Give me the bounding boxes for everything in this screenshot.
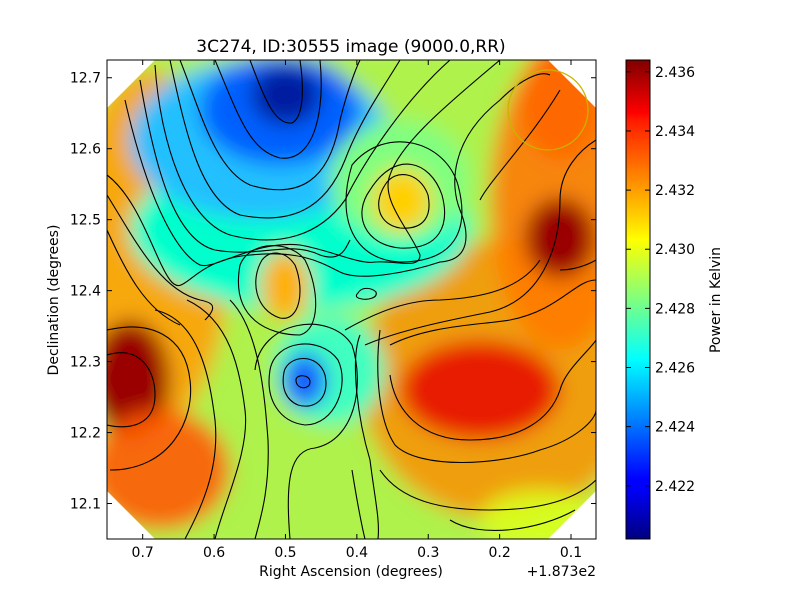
colorbar-tick-label: 2.424 bbox=[655, 420, 695, 436]
plot-area bbox=[107, 60, 596, 539]
x-tick-label: 0.3 bbox=[417, 545, 439, 561]
colorbar: 2.422 2.424 2.426 2.428 2.430 2.432 2.434 2.436… bbox=[625, 59, 724, 540]
y-tick-label: 12.3 bbox=[70, 355, 101, 371]
y-tick-label: 12.1 bbox=[70, 497, 101, 513]
colorbar-tick-label: 2.426 bbox=[655, 361, 695, 377]
plot-frame bbox=[106, 59, 597, 540]
x-tick-label: 0.5 bbox=[274, 545, 296, 561]
colorbar-ticks: 2.422 2.424 2.426 2.428 2.430 2.432 2.434 2.436 bbox=[626, 65, 695, 495]
beam-circle bbox=[507, 69, 589, 151]
colorbar-tick-label: 2.434 bbox=[655, 124, 695, 140]
colorbar-tick-label: 2.430 bbox=[655, 242, 695, 258]
x-tick-label: 0.2 bbox=[488, 545, 510, 561]
y-tick-label: 12.4 bbox=[70, 284, 101, 300]
x-tick-label: 0.6 bbox=[203, 545, 225, 561]
heatmap-field bbox=[107, 60, 596, 539]
x-tick-label: 0.4 bbox=[346, 545, 368, 561]
colorbar-gradient bbox=[625, 59, 651, 540]
y-tick-label: 12.6 bbox=[70, 142, 101, 158]
x-tick-label: 0.7 bbox=[132, 545, 154, 561]
colorbar-label: Power in Kelvin bbox=[708, 247, 724, 353]
x-axis-ticks: 0.7 0.6 0.5 0.4 0.3 0.2 0.1 bbox=[132, 60, 582, 561]
y-axis-label: Declination (degrees) bbox=[46, 225, 62, 376]
colorbar-tick-label: 2.436 bbox=[655, 65, 695, 81]
y-tick-label: 12.5 bbox=[70, 213, 101, 229]
colorbar-tick-label: 2.432 bbox=[655, 183, 695, 199]
x-axis-label: Right Ascension (degrees) bbox=[259, 564, 443, 580]
colorbar-tick-label: 2.428 bbox=[655, 301, 695, 317]
y-tick-label: 12.7 bbox=[70, 71, 101, 87]
y-tick-label: 12.2 bbox=[70, 426, 101, 442]
colorbar-tick-label: 2.422 bbox=[655, 479, 695, 495]
chart-title: 3C274, ID:30555 image (9000.0,RR) bbox=[196, 37, 505, 57]
x-offset-label: +1.873e2 bbox=[527, 564, 596, 580]
y-axis-ticks: 12.1 12.2 12.3 12.4 12.5 12.6 12.7 bbox=[70, 71, 596, 513]
contour-lines bbox=[107, 60, 596, 539]
x-tick-label: 0.1 bbox=[560, 545, 582, 561]
